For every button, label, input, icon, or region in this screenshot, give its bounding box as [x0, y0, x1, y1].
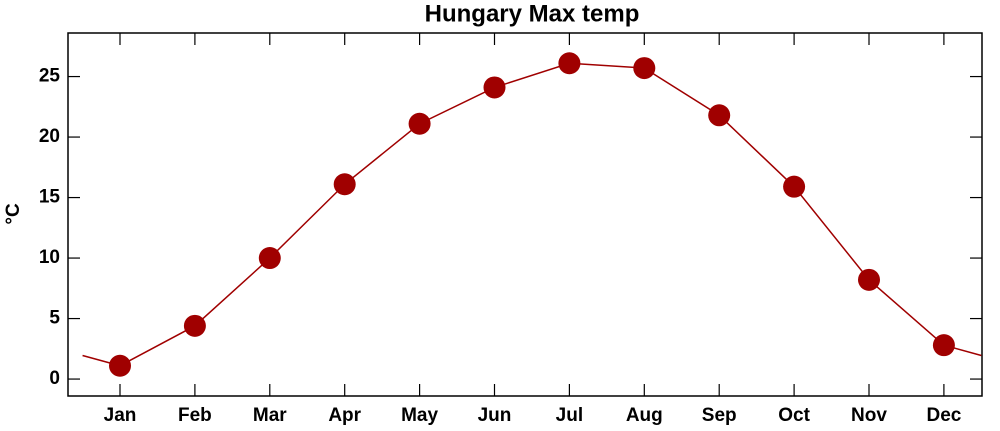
x-tick-label: Aug — [626, 405, 663, 426]
y-axis-label: °C — [3, 203, 24, 225]
marker — [109, 354, 131, 377]
chart-title: Hungary Max temp — [425, 0, 640, 27]
x-tick-label: Nov — [851, 405, 887, 426]
x-tick-label: Oct — [778, 405, 810, 426]
y-tick-label: 20 — [39, 126, 60, 147]
line — [119, 62, 945, 367]
y-tick-label: 15 — [39, 187, 61, 208]
marker — [708, 104, 731, 127]
marker — [333, 173, 356, 196]
y-tick-label: 0 — [49, 368, 60, 389]
x-tick-label: Jan — [104, 405, 137, 426]
marker — [408, 112, 431, 135]
x-tick-label: Sep — [702, 405, 737, 426]
marker — [258, 247, 281, 270]
marker — [483, 76, 506, 99]
marker — [858, 268, 880, 291]
marker — [183, 314, 206, 337]
marker — [633, 57, 656, 80]
x-tick-label: Jul — [556, 405, 583, 426]
y-tick-label: 10 — [39, 247, 60, 268]
y-tick-label: 25 — [39, 66, 61, 87]
plot-frame — [67, 32, 983, 397]
x-tick-label: Jun — [478, 405, 512, 426]
x-tick-label: Feb — [178, 405, 212, 426]
x-tick-label: Dec — [926, 405, 961, 426]
marker — [932, 334, 955, 357]
marker — [783, 175, 806, 198]
x-tick-label: Apr — [328, 405, 361, 426]
x-tick-label: May — [401, 405, 438, 426]
y-tick-label: 5 — [49, 308, 60, 329]
marker — [558, 52, 581, 75]
x-tick-label: Mar — [253, 405, 287, 426]
